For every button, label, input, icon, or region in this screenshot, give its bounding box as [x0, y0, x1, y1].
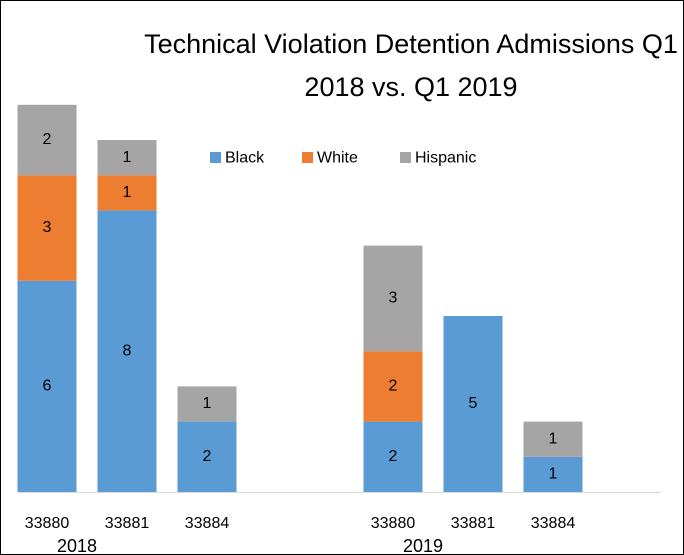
bar-segment: [363, 245, 423, 352]
data-label: 3: [389, 290, 398, 307]
x-tick-label: 33881: [451, 515, 496, 532]
data-label: 8: [123, 342, 132, 359]
bar-segment: [523, 456, 583, 492]
x-tick-label: 33880: [25, 515, 70, 532]
group-label: 2019: [403, 536, 443, 555]
legend-label: Hispanic: [415, 150, 476, 167]
x-tick-label: 33884: [185, 515, 230, 532]
bar-segment: [363, 421, 423, 492]
x-tick-label: 33881: [105, 515, 150, 532]
bar-segment: [97, 210, 157, 492]
x-tick-label: 33884: [531, 515, 576, 532]
bar-segment: [177, 386, 237, 422]
bar-segment: [97, 175, 157, 211]
data-label: 2: [43, 131, 52, 148]
data-label: 3: [43, 219, 52, 236]
data-label: 5: [469, 395, 478, 412]
legend-swatch: [210, 152, 221, 163]
bar-segment: [17, 280, 77, 492]
bar-segment: [523, 421, 583, 457]
bar-segment: [443, 316, 503, 492]
legend-swatch: [302, 152, 313, 163]
data-label: 1: [203, 395, 212, 412]
group-label: 2018: [57, 536, 97, 555]
x-tick-label: 33880: [371, 515, 416, 532]
bar-segment: [97, 140, 157, 176]
data-label: 2: [203, 448, 212, 465]
bar-segment: [363, 351, 423, 422]
data-label: 2: [389, 378, 398, 395]
data-label: 1: [549, 430, 558, 447]
data-label: 1: [123, 149, 132, 166]
legend-label: Black: [225, 150, 265, 167]
chart-title: Technical Violation Detention Admissions…: [144, 29, 678, 102]
legend-label: White: [317, 150, 358, 167]
data-label: 1: [549, 466, 558, 483]
bar-segment: [177, 421, 237, 492]
bar-segment: [17, 175, 77, 281]
data-label: 1: [123, 184, 132, 201]
bar-segment: [17, 104, 77, 176]
legend-swatch: [400, 152, 411, 163]
data-label: 2: [389, 448, 398, 465]
data-label: 6: [43, 378, 52, 395]
